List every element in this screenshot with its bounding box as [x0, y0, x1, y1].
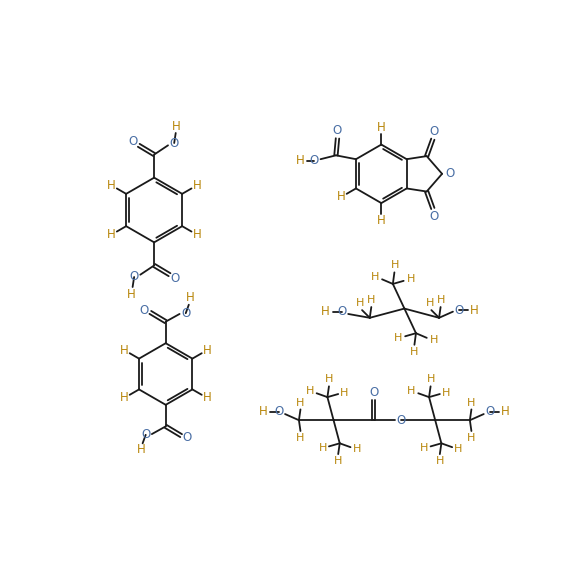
Text: H: H: [202, 343, 212, 356]
Text: H: H: [420, 443, 428, 453]
Text: H: H: [426, 298, 434, 308]
Text: H: H: [367, 295, 375, 305]
Text: H: H: [296, 397, 305, 408]
Text: H: H: [193, 228, 201, 241]
Text: H: H: [391, 261, 400, 270]
Text: O: O: [141, 428, 150, 441]
Text: O: O: [430, 125, 439, 138]
Text: H: H: [377, 213, 386, 226]
Text: H: H: [193, 179, 201, 192]
Text: H: H: [501, 405, 509, 418]
Text: H: H: [454, 444, 462, 454]
Text: H: H: [352, 444, 361, 454]
Text: O: O: [430, 209, 439, 223]
Text: H: H: [436, 456, 444, 466]
Text: H: H: [259, 405, 268, 418]
Text: H: H: [407, 386, 416, 396]
Text: O: O: [170, 272, 179, 285]
Text: H: H: [442, 387, 450, 397]
Text: H: H: [355, 298, 364, 308]
Text: O: O: [445, 167, 454, 180]
Text: H: H: [321, 305, 329, 318]
Text: H: H: [340, 387, 348, 397]
Text: H: H: [377, 121, 386, 134]
Text: O: O: [485, 405, 494, 418]
Text: H: H: [467, 397, 476, 408]
Text: O: O: [397, 414, 406, 427]
Text: H: H: [186, 291, 195, 304]
Text: H: H: [407, 274, 415, 284]
Text: H: H: [120, 343, 129, 356]
Text: H: H: [202, 391, 212, 404]
Text: O: O: [140, 303, 149, 316]
Text: O: O: [369, 386, 378, 399]
Text: H: H: [296, 433, 305, 443]
Text: O: O: [333, 124, 342, 137]
Text: H: H: [394, 333, 402, 343]
Text: O: O: [129, 270, 139, 284]
Text: H: H: [325, 374, 333, 385]
Text: H: H: [467, 433, 476, 443]
Text: H: H: [296, 154, 304, 167]
Text: H: H: [437, 295, 446, 305]
Text: H: H: [371, 272, 380, 282]
Text: O: O: [183, 431, 192, 444]
Text: H: H: [120, 391, 129, 404]
Text: O: O: [310, 154, 319, 167]
Text: H: H: [337, 190, 346, 203]
Text: H: H: [137, 443, 145, 456]
Text: H: H: [409, 347, 418, 357]
Text: O: O: [181, 307, 190, 320]
Text: O: O: [170, 136, 179, 150]
Text: H: H: [427, 374, 435, 385]
Text: O: O: [274, 405, 283, 418]
Text: H: H: [305, 386, 314, 396]
Text: O: O: [338, 305, 347, 318]
Text: O: O: [129, 135, 138, 148]
Text: H: H: [107, 228, 116, 241]
Text: H: H: [319, 443, 327, 453]
Text: H: H: [126, 288, 136, 301]
Text: H: H: [172, 119, 181, 132]
Text: H: H: [334, 456, 342, 466]
Text: H: H: [107, 179, 116, 192]
Text: H: H: [430, 335, 438, 345]
Text: H: H: [470, 303, 479, 316]
Text: O: O: [454, 303, 463, 316]
